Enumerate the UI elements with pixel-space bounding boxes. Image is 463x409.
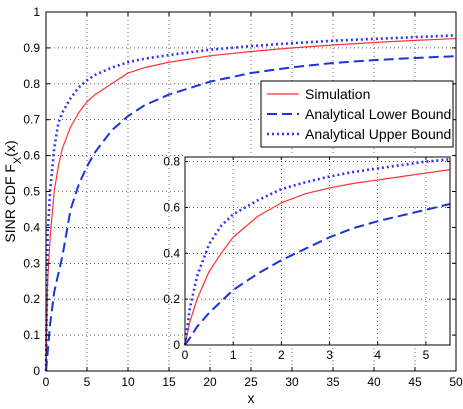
x-axis-label: x bbox=[248, 390, 255, 406]
inset-xtick-label: 0 bbox=[182, 348, 189, 362]
legend-box bbox=[260, 80, 454, 148]
inset-xtick-label: 4 bbox=[374, 348, 381, 362]
main-xtick-label: 50 bbox=[449, 375, 463, 389]
main-xtick-label: 45 bbox=[408, 375, 422, 389]
inset-frame bbox=[184, 156, 451, 346]
main-xtick-label: 25 bbox=[244, 375, 258, 389]
inset-xtick-label: 1 bbox=[230, 348, 237, 362]
main-series-analytical-upper-bound bbox=[44, 34, 457, 372]
legend-label: Analytical Lower Bound bbox=[305, 106, 451, 122]
inset-xtick-label: 5 bbox=[423, 348, 430, 362]
main-ytick-label: 0.7 bbox=[23, 113, 40, 127]
main-xtick-label: 35 bbox=[326, 375, 340, 389]
y-axis-label: SINR CDF FX(x) bbox=[2, 140, 24, 242]
main-ytick-label: 0.8 bbox=[23, 77, 40, 91]
main-xtick-label: 40 bbox=[367, 375, 381, 389]
inset-plot-area bbox=[185, 157, 450, 345]
inset-ytick-label: 0.6 bbox=[163, 200, 180, 214]
inset-series-analytical-upper-bound bbox=[183, 157, 451, 346]
legend: Simulation Analytical Lower Bound Analytic… bbox=[260, 80, 454, 148]
main-ytick-label: 0 bbox=[33, 364, 40, 378]
inset-ytick-label: 0.4 bbox=[163, 246, 180, 260]
main-xtick-label: 0 bbox=[43, 375, 50, 389]
inset-plot: 0 1 2 3 4 5 0 0.2 0.4 0.6 0.8 bbox=[163, 155, 451, 362]
inset-xtick-label: 3 bbox=[326, 348, 333, 362]
inset-ytick-label: 0.8 bbox=[163, 155, 180, 169]
main-xtick-label: 5 bbox=[84, 375, 91, 389]
main-xtick-label: 30 bbox=[285, 375, 299, 389]
main-ytick-label: 0.3 bbox=[23, 256, 40, 270]
main-xtick-label: 20 bbox=[203, 375, 217, 389]
main-xtick-label: 15 bbox=[162, 375, 176, 389]
main-series-simulation bbox=[45, 37, 457, 372]
main-xtick-label: 10 bbox=[121, 375, 135, 389]
inset-series-simulation bbox=[184, 169, 451, 346]
legend-label: Simulation bbox=[305, 86, 370, 102]
main-series-analytical-lower-bound bbox=[45, 55, 457, 372]
main-ytick-label: 1 bbox=[33, 5, 40, 19]
main-ytick-label: 0.1 bbox=[23, 328, 40, 342]
main-ytick-label: 0.4 bbox=[23, 220, 40, 234]
main-ytick-label: 0.6 bbox=[23, 149, 40, 163]
inset-ytick-label: 0.2 bbox=[163, 292, 180, 306]
main-ytick-label: 0.9 bbox=[23, 41, 40, 55]
main-ytick-label: 0.5 bbox=[23, 185, 40, 199]
inset-ytick-label: 0 bbox=[173, 338, 180, 352]
inset-xtick-label: 2 bbox=[278, 348, 285, 362]
legend-label: Analytical Upper Bound bbox=[305, 126, 451, 142]
main-ytick-label: 0.2 bbox=[23, 292, 40, 306]
